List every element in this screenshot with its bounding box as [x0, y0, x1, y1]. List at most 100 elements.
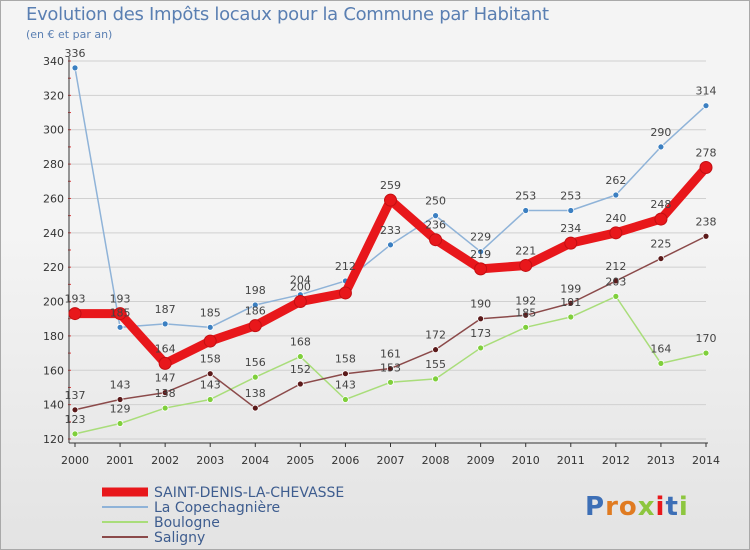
data-label: 164 [650, 342, 671, 355]
data-point [477, 344, 485, 352]
x-tick-label: 2014 [692, 454, 720, 467]
data-point [657, 359, 665, 367]
data-point [702, 349, 710, 357]
data-point [567, 207, 575, 214]
data-point [248, 319, 262, 333]
data-point [612, 191, 620, 199]
data-label: 253 [515, 189, 536, 202]
data-label: 190 [470, 298, 491, 311]
data-label: 290 [650, 126, 671, 139]
data-point [567, 313, 575, 321]
data-label: 185 [200, 306, 221, 319]
data-label: 199 [560, 282, 581, 295]
data-point [251, 404, 259, 412]
data-label: 248 [650, 198, 671, 211]
data-point [657, 255, 665, 262]
x-tick-label: 2001 [106, 454, 134, 467]
chart-subtitle: (en € et par an) [26, 28, 113, 41]
data-label: 143 [110, 378, 131, 391]
data-point [71, 430, 79, 438]
data-point [161, 404, 169, 412]
y-tick-label: 140 [43, 399, 64, 412]
data-point [387, 365, 394, 372]
y-tick-label: 160 [43, 364, 64, 377]
y-tick-label: 280 [43, 158, 64, 171]
data-label: 212 [605, 260, 626, 273]
data-label: 278 [696, 147, 717, 160]
data-label: 164 [155, 342, 176, 355]
y-tick-label: 340 [43, 55, 64, 68]
data-point [203, 334, 217, 348]
x-tick-label: 2003 [196, 454, 224, 467]
y-tick-label: 260 [43, 192, 64, 205]
data-point [161, 320, 169, 328]
data-label: 185 [110, 306, 131, 319]
data-label: 212 [335, 260, 356, 273]
data-label: 198 [245, 284, 266, 297]
data-point [206, 323, 214, 331]
data-point [68, 307, 82, 321]
legend-label: SAINT-DENIS-LA-CHEVASSE [154, 485, 344, 501]
data-label: 336 [65, 47, 86, 60]
data-point [342, 396, 349, 403]
data-point [474, 262, 488, 276]
data-label: 221 [515, 244, 536, 257]
x-tick-label: 2006 [331, 454, 359, 467]
data-label: 147 [155, 372, 176, 385]
data-point [519, 258, 533, 272]
data-point [432, 212, 439, 220]
data-label: 250 [425, 195, 446, 208]
data-label: 173 [470, 327, 491, 340]
y-tick-label: 300 [43, 124, 64, 137]
data-label: 138 [245, 387, 266, 400]
data-point [342, 370, 349, 378]
data-point [116, 323, 124, 331]
data-point [161, 389, 169, 397]
y-tick-label: 200 [43, 296, 64, 309]
data-point [609, 226, 623, 240]
y-tick-label: 320 [43, 89, 64, 102]
data-label: 186 [245, 305, 266, 318]
y-tick-label: 120 [43, 433, 64, 446]
data-label: 203 [605, 275, 626, 288]
data-point [522, 323, 530, 331]
data-point [387, 241, 394, 249]
data-point [71, 406, 79, 414]
data-point [113, 307, 127, 321]
data-label: 138 [155, 387, 176, 400]
legend-label: La Copechagnière [154, 500, 280, 516]
x-tick-label: 2004 [241, 454, 269, 467]
legend-label: Saligny [154, 530, 205, 546]
data-point [699, 161, 713, 175]
x-tick-label: 2011 [557, 454, 585, 467]
data-point [206, 396, 214, 403]
data-point [654, 212, 668, 226]
data-point [429, 233, 443, 247]
x-tick-label: 2005 [286, 454, 314, 467]
data-point [116, 420, 124, 427]
data-label: 143 [200, 378, 221, 391]
x-tick-label: 2013 [647, 454, 675, 467]
data-label: 137 [65, 389, 86, 402]
data-label: 191 [560, 296, 581, 309]
y-tick-label: 220 [43, 261, 64, 274]
data-label: 129 [110, 403, 131, 416]
data-label: 185 [515, 306, 536, 319]
data-label: 193 [65, 293, 86, 306]
data-point [206, 370, 214, 378]
data-point [564, 236, 578, 250]
data-label: 156 [245, 356, 266, 369]
data-point [384, 193, 397, 207]
data-label: 259 [380, 179, 401, 192]
y-tick-label: 240 [43, 227, 64, 240]
legend-label: Boulogne [154, 515, 220, 531]
data-label: 168 [290, 336, 311, 349]
x-tick-label: 2007 [377, 454, 405, 467]
data-label: 262 [605, 174, 626, 187]
data-label: 236 [425, 219, 446, 232]
data-point [567, 299, 575, 307]
data-label: 253 [560, 189, 581, 202]
data-point [432, 346, 439, 354]
data-point [612, 292, 620, 300]
